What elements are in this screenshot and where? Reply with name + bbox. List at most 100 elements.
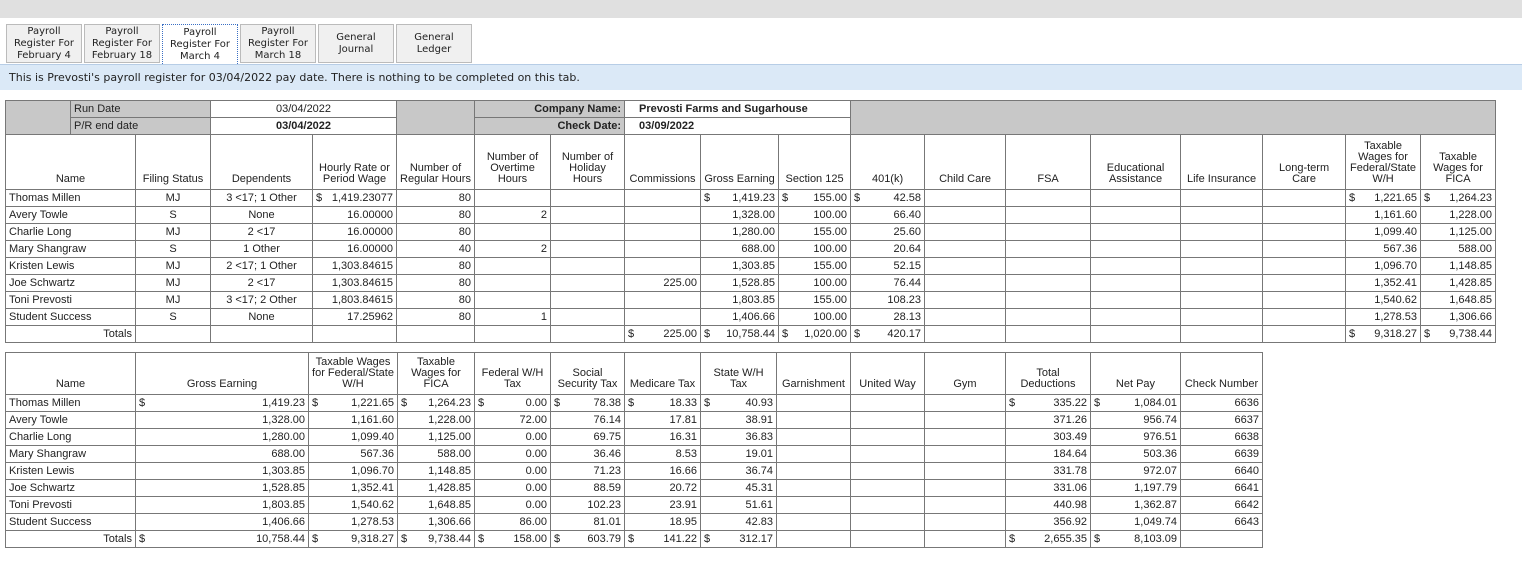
cell-long-term-care: [1262, 206, 1347, 224]
column-header-long-term-care: Long-term Care: [1262, 134, 1347, 190]
currency-symbol: $: [1424, 328, 1431, 340]
column-header-fsa: FSA: [1005, 134, 1092, 190]
cell-dependents: 2 <17: [210, 223, 314, 241]
cell-gross-earning: 1,328.00: [135, 411, 309, 429]
cell-federal-w-h-tax: $0.00: [474, 394, 551, 412]
column-header-garnishment: Garnishment: [776, 352, 851, 395]
column-header-row: Name Filing Status Dependents Hourly Rate o…: [5, 134, 1497, 190]
cell-federal-w-h-tax: $158.00: [474, 530, 551, 548]
currency-value: $1,221.65: [1349, 192, 1417, 204]
cell-taxable-wages-for-federal-state-w-h: 1,096.70: [1345, 257, 1422, 275]
cell-filing-status: [134, 325, 212, 343]
company-name-label: Company Name:: [474, 100, 626, 118]
tab-payroll-register-for-march-18[interactable]: Payroll Register For March 18: [240, 24, 316, 63]
table-row: Charlie Long MJ 2 <17 16.00000 80 1,280.00 155…: [5, 223, 1497, 241]
amount: 420.17: [887, 328, 922, 340]
column-header-taxable-wages-for-fica: Taxable Wages for FICA: [397, 352, 475, 395]
tab-payroll-register-for-february-4[interactable]: Payroll Register For February 4: [6, 24, 82, 63]
currency-symbol: $: [478, 533, 485, 545]
cell-total-deductions: 440.98: [1005, 496, 1091, 514]
cell-dependents: None: [210, 206, 314, 224]
run-date-value: 03/04/2022: [210, 100, 398, 118]
cell-educational-assistance: [1090, 308, 1182, 326]
cell-state-w-h-tax: 51.61: [700, 496, 777, 514]
cell-social-security-tax: 102.23: [550, 496, 625, 514]
cell-number-of-holiday-hours: [550, 189, 626, 207]
cell-taxable-wages-for-federal-state-w-h: $9,318.27: [1345, 325, 1422, 343]
cell-gross-earning: 1,528.85: [700, 274, 780, 292]
tab-general-journal[interactable]: General Journal: [318, 24, 394, 63]
cell-taxable-wages-for-federal-state-w-h: 1,161.60: [1345, 206, 1422, 224]
cell-dependents: 2 <17; 1 Other: [210, 257, 314, 275]
cell-401-k: 52.15: [850, 257, 926, 275]
cell-united-way: [850, 530, 925, 548]
cell-number-of-regular-hours: 80: [396, 308, 476, 326]
currency-value: $1,419.23: [704, 192, 775, 204]
cell-gym: [924, 462, 1006, 480]
cell-number-of-regular-hours: [396, 325, 476, 343]
cell-fsa: [1005, 308, 1092, 326]
cell-gross-earning: $1,419.23: [700, 189, 780, 207]
amount: 1,419.23077: [331, 192, 394, 204]
cell-filing-status: MJ: [134, 223, 212, 241]
tab-payroll-register-for-march-4[interactable]: Payroll Register For March 4: [162, 24, 238, 64]
cell-hourly-rate-or-period-wage: 16.00000: [312, 223, 398, 241]
cell-taxable-wages-for-federal-state-w-h: 1,099.40: [308, 428, 398, 446]
cell-number-of-holiday-hours: [550, 291, 626, 309]
cell-gross-earning: 1,528.85: [135, 479, 309, 497]
top-toolbar-band: [0, 0, 1522, 18]
cell-child-care: [924, 257, 1007, 275]
amount: 40.93: [745, 397, 773, 409]
cell-gym: [924, 428, 1006, 446]
currency-symbol: $: [1424, 192, 1431, 204]
cell-401-k: 66.40: [850, 206, 926, 224]
cell-401-k: 25.60: [850, 223, 926, 241]
cell-number-of-regular-hours: 40: [396, 240, 476, 258]
cell-number-of-overtime-hours: [474, 257, 552, 275]
cell-long-term-care: [1262, 240, 1347, 258]
table-row: Thomas Millen $1,419.23 $1,221.65 $1,264.23…: [5, 394, 1263, 412]
cell-garnishment: [776, 428, 851, 446]
cell-federal-w-h-tax: 72.00: [474, 411, 551, 429]
cell-federal-w-h-tax: 0.00: [474, 479, 551, 497]
amount: 603.79: [587, 533, 621, 545]
cell-hourly-rate-or-period-wage: 16.00000: [312, 206, 398, 224]
cell-total-deductions: 331.78: [1005, 462, 1091, 480]
cell-taxable-wages-for-federal-state-w-h: $1,221.65: [1345, 189, 1422, 207]
cell-hourly-rate-or-period-wage: 1,303.84615: [312, 257, 398, 275]
currency-symbol: $: [782, 192, 789, 204]
amount: 1,264.23: [428, 397, 471, 409]
column-header-row: Name Gross Earning Taxable Wages for Feder…: [5, 352, 1263, 395]
amount: 335.22: [1053, 397, 1087, 409]
cell-gross-earning: 1,280.00: [700, 223, 780, 241]
column-header-hourly-rate-or-period-wage: Hourly Rate or Period Wage: [312, 134, 398, 190]
tab-general-ledger[interactable]: General Ledger: [396, 24, 472, 63]
cell-gym: [924, 513, 1006, 531]
cell-commissions: [624, 257, 702, 275]
currency-value: $141.22: [628, 533, 697, 545]
cell-dependents: [210, 325, 314, 343]
column-header-commissions: Commissions: [624, 134, 702, 190]
amount: 8,103.09: [1134, 533, 1177, 545]
tab-payroll-register-for-february-18[interactable]: Payroll Register For February 18: [84, 24, 160, 63]
cell-hourly-rate-or-period-wage: 17.25962: [312, 308, 398, 326]
currency-value: $78.38: [554, 397, 621, 409]
cell-fsa: [1005, 189, 1092, 207]
cell-garnishment: [776, 513, 851, 531]
column-header-child-care: Child Care: [924, 134, 1007, 190]
currency-value: $40.93: [704, 397, 773, 409]
cell-name: Joe Schwartz: [5, 274, 136, 292]
currency-value: $335.22: [1009, 397, 1087, 409]
cell-federal-w-h-tax: 0.00: [474, 462, 551, 480]
currency-symbol: $: [316, 192, 323, 204]
cell-educational-assistance: [1090, 240, 1182, 258]
cell-total-deductions: 184.64: [1005, 445, 1091, 463]
amount: 10,758.44: [726, 328, 776, 340]
cell-garnishment: [776, 394, 851, 412]
cell-commissions: [624, 308, 702, 326]
cell-fsa: [1005, 257, 1092, 275]
cell-taxable-wages-for-federal-state-w-h: 1,096.70: [308, 462, 398, 480]
totals-label: Totals: [5, 530, 136, 548]
column-header-taxable-wages-for-federal-state-w-h: Taxable Wages for Federal/State W/H: [1345, 134, 1422, 190]
cell-filing-status: S: [134, 206, 212, 224]
